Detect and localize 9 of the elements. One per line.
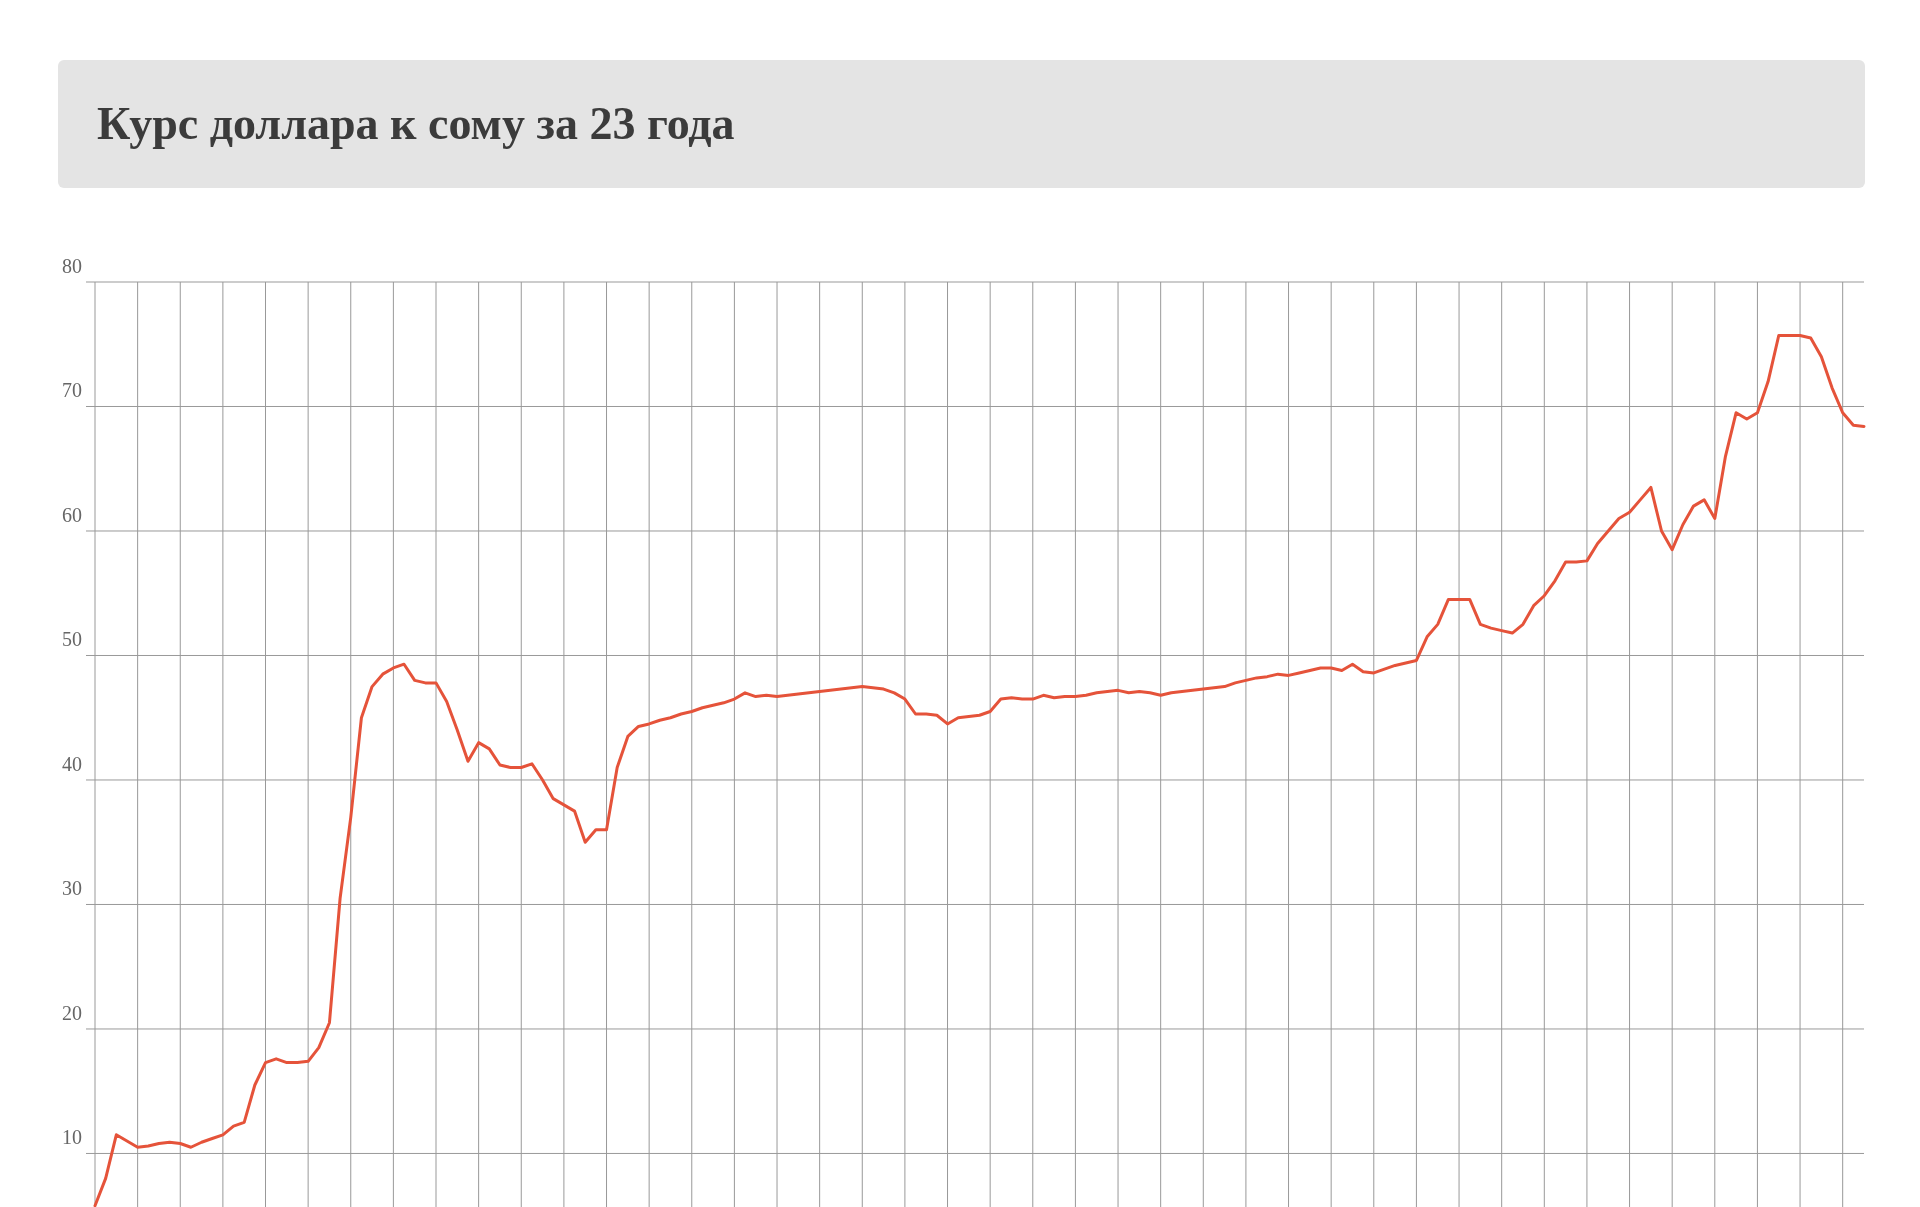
y-tick-label: 50	[62, 628, 82, 651]
y-tick-label: 70	[62, 379, 82, 402]
y-tick-label: 80	[62, 255, 82, 277]
chart-title: Курс доллара к сому за 23 года	[97, 98, 735, 149]
y-tick-label: 30	[62, 877, 82, 900]
y-tick-label: 10	[62, 1126, 82, 1149]
y-tick-label: 60	[62, 503, 82, 526]
y-tick-label: 20	[62, 1001, 82, 1024]
y-tick-label: 40	[62, 752, 82, 775]
